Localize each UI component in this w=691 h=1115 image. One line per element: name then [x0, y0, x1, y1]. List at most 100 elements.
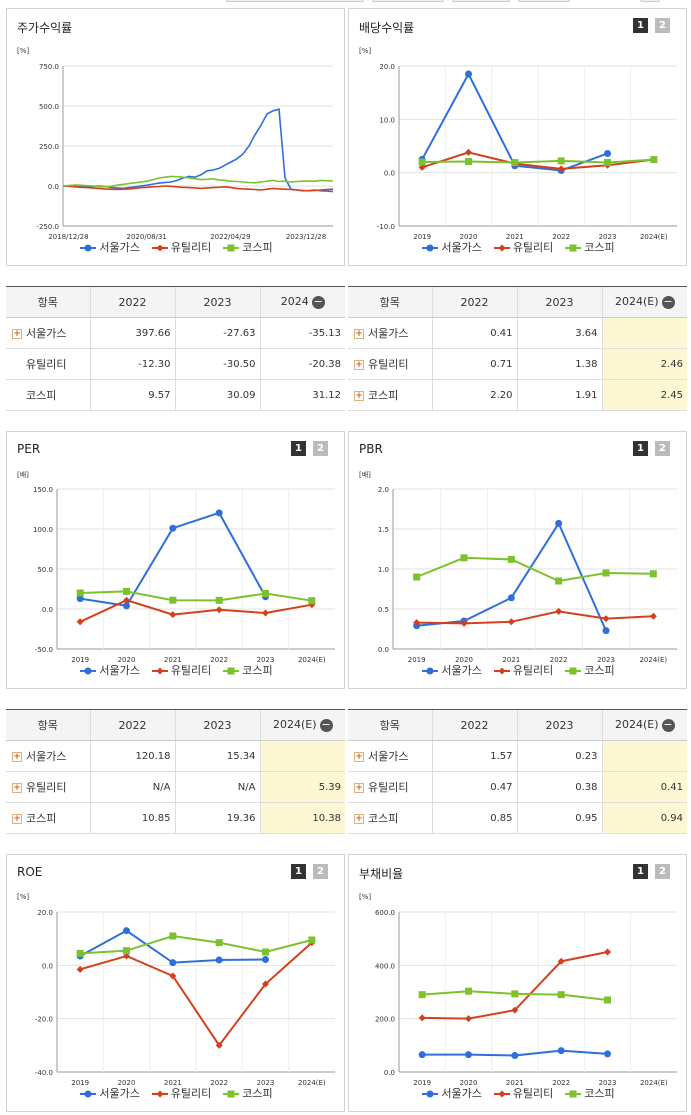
- expand-plus-icon[interactable]: +: [354, 329, 364, 339]
- row-label: 서울가스: [368, 327, 409, 340]
- debt-ratio-chart: 600.0 400.0 200.0 0.0 2019 2020 2021 2022 2023 20…: [375, 909, 677, 1087]
- column-header: 2023: [174, 286, 260, 318]
- expand-plus-icon[interactable]: +: [354, 360, 364, 370]
- value-cell: 1.57: [431, 740, 517, 772]
- legend-label: 유틸리티: [170, 664, 212, 677]
- view-1-button[interactable]: 1: [633, 864, 648, 879]
- view-2-button[interactable]: 2: [655, 18, 670, 33]
- view-2-button[interactable]: 2: [655, 864, 670, 879]
- y-tick-label: -10.0: [377, 223, 395, 231]
- legend-item-seoul[interactable]: 서울가스: [422, 239, 482, 255]
- view-1-button[interactable]: 1: [291, 441, 306, 456]
- legend-item-seoul[interactable]: 서울가스: [422, 662, 482, 678]
- legend-marker: [84, 667, 92, 675]
- legend-label: 유틸리티: [170, 241, 212, 254]
- top-tab-4[interactable]: [518, 0, 570, 2]
- top-tab-3[interactable]: [452, 0, 510, 2]
- collapse-icon[interactable]: −: [661, 717, 675, 732]
- panel-title: ROE: [17, 865, 43, 879]
- top-tab-5[interactable]: [640, 0, 660, 2]
- series-line-util: [79, 941, 313, 1048]
- legend-item-util[interactable]: 유틸리티: [493, 1085, 553, 1101]
- column-header: 2024(E) −: [601, 286, 687, 318]
- y-tick-label: 0.0: [42, 606, 53, 614]
- value-cell: [601, 740, 687, 772]
- series-line-util: [421, 151, 654, 170]
- legend-item-seoul[interactable]: 서울가스: [80, 1085, 140, 1101]
- legend-label: 코스피: [584, 241, 615, 254]
- data-point-seoul: [418, 1051, 426, 1059]
- column-header-label: 2023: [545, 295, 574, 309]
- chart-legend: 서울가스 유틸리티 코스피: [349, 1085, 688, 1101]
- legend-item-seoul[interactable]: 서울가스: [80, 662, 140, 678]
- view-1-button[interactable]: 1: [633, 441, 648, 456]
- y-tick-label: 500.0: [39, 103, 59, 111]
- table-row: 코스피 9.57 30.09 31.12: [6, 379, 345, 411]
- column-header: 항목: [348, 709, 432, 741]
- value-cell: -12.30: [89, 348, 175, 380]
- collapse-icon[interactable]: −: [311, 294, 325, 309]
- x-tick-label: 2020: [460, 1079, 478, 1087]
- expand-plus-icon[interactable]: +: [354, 814, 364, 824]
- column-header-label: 항목: [37, 719, 58, 732]
- expand-plus-icon[interactable]: +: [12, 814, 22, 824]
- collapse-icon[interactable]: −: [661, 294, 675, 309]
- legend-item-kospi[interactable]: 코스피: [223, 662, 273, 678]
- series-line-util: [79, 599, 313, 623]
- x-tick-label: 2021: [506, 1079, 524, 1087]
- view-1-button[interactable]: 1: [291, 864, 306, 879]
- column-header-label: 2024(E): [614, 295, 659, 309]
- value-cell: 2.20: [431, 379, 517, 411]
- row-label-cell: + 코스피: [348, 802, 432, 834]
- expand-plus-icon[interactable]: +: [12, 783, 22, 793]
- expand-plus-icon[interactable]: +: [354, 391, 364, 401]
- row-label-cell: + 유틸리티: [348, 348, 432, 380]
- view-2-button[interactable]: 2: [313, 864, 328, 879]
- top-tab-1[interactable]: [226, 0, 364, 2]
- data-point-kospi: [507, 555, 515, 563]
- top-tab-2[interactable]: [372, 0, 444, 2]
- legend-item-util[interactable]: 유틸리티: [151, 1085, 211, 1101]
- legend-item-util[interactable]: 유틸리티: [151, 662, 212, 678]
- y-tick-label: 750.0: [39, 63, 59, 71]
- legend-swatch-icon: [565, 667, 582, 675]
- legend-item-kospi[interactable]: 코스피: [223, 239, 273, 255]
- data-point-util: [123, 596, 130, 604]
- y-tick-label: -20.0: [35, 1016, 53, 1024]
- legend-item-util[interactable]: 유틸리티: [493, 239, 553, 255]
- collapse-icon[interactable]: −: [319, 717, 333, 732]
- expand-plus-icon[interactable]: +: [354, 783, 364, 793]
- y-tick-label: 2.0: [378, 486, 389, 494]
- legend-item-kospi[interactable]: 코스피: [565, 1085, 615, 1101]
- expand-plus-icon[interactable]: +: [354, 752, 364, 762]
- row-label: 코스피: [368, 812, 399, 825]
- legend-item-seoul[interactable]: 서울가스: [80, 239, 140, 255]
- x-tick-label: 2021: [164, 656, 182, 664]
- value-cell: 9.57: [89, 379, 175, 411]
- legend-item-kospi[interactable]: 코스피: [565, 239, 615, 255]
- column-header-label: 2022: [460, 718, 489, 732]
- legend-label: 코스피: [242, 241, 273, 254]
- data-point-util: [413, 619, 421, 627]
- legend-item-seoul[interactable]: 서울가스: [422, 1085, 482, 1101]
- legend-item-util[interactable]: 유틸리티: [151, 239, 212, 255]
- data-point-kospi: [557, 157, 565, 165]
- legend-swatch-icon: [80, 244, 97, 252]
- legend-item-kospi[interactable]: 코스피: [223, 1085, 273, 1101]
- x-tick-label: 2024(E): [640, 233, 668, 241]
- legend-swatch-icon: [422, 667, 439, 675]
- value-cell: 0.41: [601, 771, 687, 803]
- expand-plus-icon[interactable]: +: [12, 752, 22, 762]
- view-2-button[interactable]: 2: [655, 441, 670, 456]
- view-1-button[interactable]: 1: [633, 18, 648, 33]
- expand-plus-icon[interactable]: +: [12, 329, 22, 339]
- legend-swatch-icon: [493, 244, 510, 252]
- view-2-button[interactable]: 2: [313, 441, 328, 456]
- legend-marker: [498, 667, 506, 675]
- legend-label: 서울가스: [441, 1087, 482, 1100]
- legend-item-kospi[interactable]: 코스피: [565, 662, 615, 678]
- cell-value: N/A: [237, 781, 256, 793]
- legend-item-util[interactable]: 유틸리티: [493, 662, 553, 678]
- cell-value: 120.18: [135, 750, 171, 762]
- column-header: 2024(E) −: [601, 709, 687, 741]
